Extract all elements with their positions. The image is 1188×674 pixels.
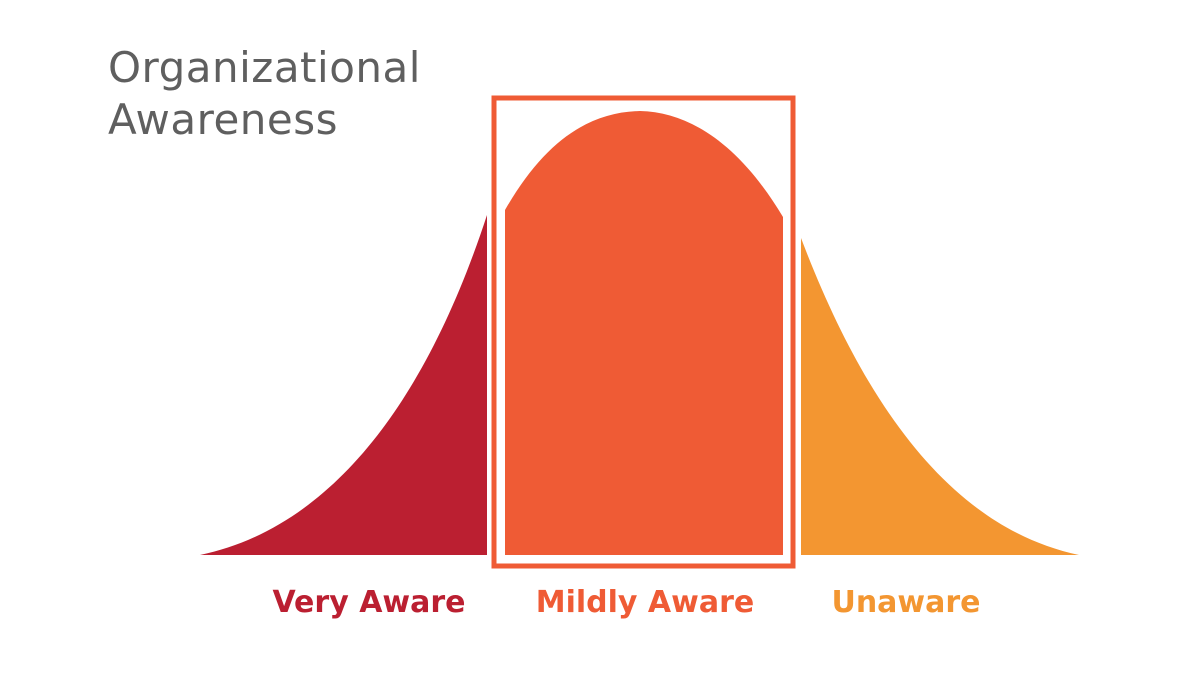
segment-unaware-area bbox=[801, 238, 1079, 555]
label-mildly-aware: Mildly Aware bbox=[535, 585, 755, 620]
diagram-title-line-1: Organizational bbox=[108, 43, 421, 92]
label-unaware: Unaware bbox=[831, 585, 981, 620]
segment-very-aware-area bbox=[200, 215, 487, 555]
diagram-title: Organizational Awareness bbox=[108, 42, 421, 146]
highlight-frame bbox=[491, 95, 796, 569]
label-very-aware: Very Aware bbox=[272, 585, 466, 620]
segment-mildly-aware-area bbox=[505, 111, 783, 555]
diagram-title-line-2: Awareness bbox=[108, 95, 339, 144]
